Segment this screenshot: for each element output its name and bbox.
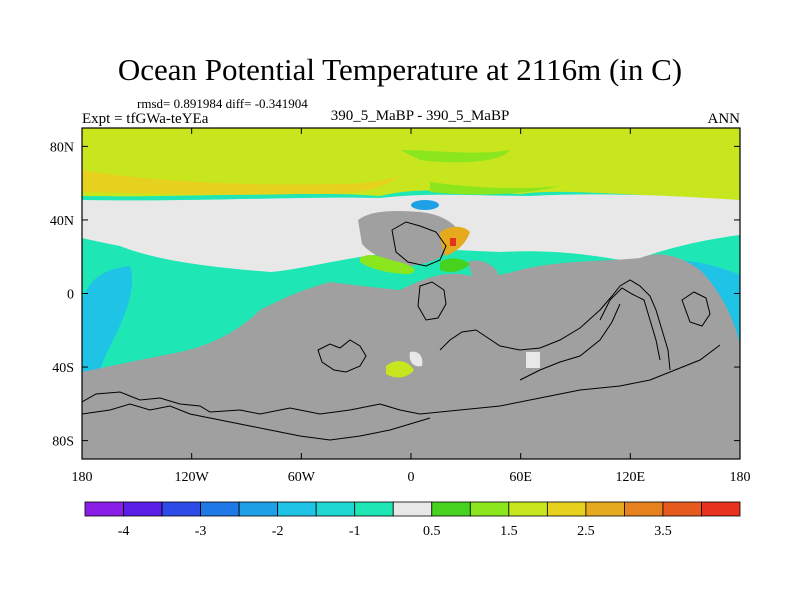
colorbar-label: 0.5 bbox=[423, 524, 441, 539]
comparison-label: 390_5_MaBP - 390_5_MaBP bbox=[330, 108, 510, 124]
colorbar-swatch bbox=[546, 501, 587, 517]
x-tick-label: 0 bbox=[408, 470, 415, 485]
colorbar-swatch bbox=[662, 501, 702, 517]
colorbar-swatch bbox=[200, 501, 240, 517]
west-basin-blue bbox=[82, 266, 133, 372]
x-tick-label: 120E bbox=[616, 470, 646, 485]
colorbar-swatch bbox=[585, 501, 625, 517]
y-tick-label: 40S bbox=[52, 361, 74, 376]
coastlines bbox=[82, 221, 721, 441]
experiment-label: Expt = tfGWa-teYEa bbox=[82, 111, 209, 127]
colorbar-swatch bbox=[392, 501, 433, 517]
colorbar-swatch bbox=[624, 501, 664, 517]
colorbar-swatch bbox=[123, 501, 163, 517]
colorbar-swatch bbox=[431, 501, 471, 517]
x-tick-label: 180 bbox=[730, 470, 751, 485]
x-tick-label: 180 bbox=[72, 470, 93, 485]
colorbar-label: 2.5 bbox=[577, 524, 595, 539]
colorbar-swatch bbox=[238, 501, 279, 517]
north-warmer-band bbox=[82, 170, 400, 195]
small-light-box bbox=[526, 352, 540, 368]
colorbar-swatch bbox=[701, 501, 741, 517]
colorbar-label: -1 bbox=[349, 524, 361, 539]
colorbar-label: -2 bbox=[272, 524, 284, 539]
colorbar-swatch bbox=[508, 501, 548, 517]
chart-title: Ocean Potential Temperature at 2116m (in… bbox=[117, 52, 683, 87]
colorbar-swatch bbox=[469, 501, 510, 517]
y-tick-label: 0 bbox=[67, 288, 74, 303]
central-landmass bbox=[358, 210, 462, 266]
colorbar-label: -3 bbox=[195, 524, 207, 539]
y-tick-label: 40N bbox=[50, 214, 74, 229]
east-basin-blue bbox=[640, 259, 740, 360]
small-island bbox=[468, 260, 498, 284]
map-field bbox=[82, 128, 740, 459]
colorbar: -4 -3 -2 -1 0.5 1.5 2.5 3.5 bbox=[84, 501, 741, 539]
north-green-streaks bbox=[400, 150, 560, 195]
x-tick-label: 120W bbox=[175, 470, 210, 485]
y-tick-label: 80S bbox=[52, 435, 74, 450]
seaway-red bbox=[450, 238, 456, 246]
stats-label: rmsd= 0.891984 diff= -0.341904 bbox=[137, 96, 308, 111]
colorbar-swatch bbox=[277, 501, 317, 517]
colorbar-label: 3.5 bbox=[654, 524, 672, 539]
colorbar-label: 1.5 bbox=[500, 524, 518, 539]
colorbar-swatch bbox=[84, 501, 124, 517]
south-atlantic-warm bbox=[386, 361, 414, 378]
x-tick-label: 60W bbox=[288, 470, 316, 485]
south-atlantic-light bbox=[409, 351, 423, 367]
colorbar-swatch bbox=[354, 501, 394, 517]
seaway-green-2 bbox=[440, 258, 470, 272]
x-tick-label: 60E bbox=[509, 470, 532, 485]
colorbar-label: -4 bbox=[118, 524, 130, 539]
seaway-green bbox=[360, 254, 415, 274]
axis-ticks: 180 120W 60W 0 60E 120E 180 80N 40N 0 40S 80S bbox=[50, 128, 751, 485]
colorbar-swatch bbox=[161, 501, 201, 517]
y-tick-label: 80N bbox=[50, 140, 74, 155]
blue-patch-north bbox=[411, 200, 439, 210]
north-warm-band bbox=[82, 128, 740, 200]
season-label: ANN bbox=[707, 111, 741, 127]
colorbar-swatch bbox=[315, 501, 356, 517]
